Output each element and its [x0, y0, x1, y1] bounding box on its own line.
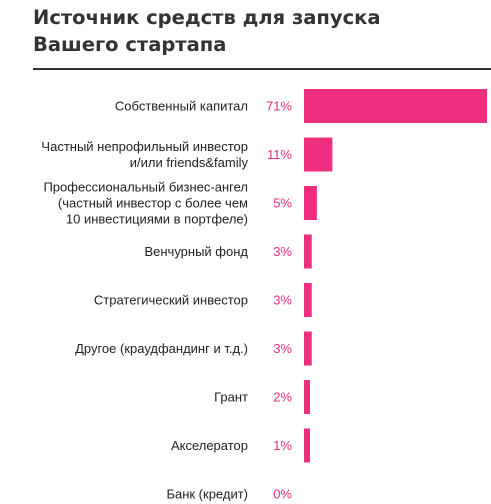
category-label-line: Грант: [214, 390, 248, 405]
category-label-line: Собственный капитал: [115, 99, 248, 114]
category-label: Акселератор: [171, 438, 248, 453]
value-label: 3%: [273, 293, 292, 308]
bar: [304, 137, 333, 172]
category-label-line: Профессиональный бизнес-ангел: [43, 180, 248, 195]
category-label-line: Венчурный фонд: [144, 244, 248, 259]
category-label: Стратегический инвестор: [94, 293, 248, 308]
category-label: Профессиональный бизнес-ангел (частный ин…: [43, 180, 248, 227]
category-label-line: Акселератор: [171, 438, 248, 453]
bar: [304, 186, 317, 220]
category-label: Собственный капитал: [115, 99, 248, 114]
value-label: 5%: [273, 196, 292, 211]
value-label: 2%: [273, 390, 292, 405]
category-label-line: и/или friends&family: [130, 155, 249, 170]
value-label: 11%: [267, 147, 292, 162]
category-label: Банк (кредит): [166, 487, 248, 502]
bar: [304, 283, 312, 317]
chart-title-line-2: Вашего стартапа: [33, 33, 227, 56]
bar: [304, 331, 312, 366]
bar: [304, 234, 312, 269]
title-divider: [33, 68, 491, 70]
value-label: 71%: [266, 99, 292, 114]
value-label: 3%: [273, 244, 292, 259]
chart-title-line-1: Источник средств для запуска: [33, 6, 381, 29]
category-label: Другое (краудфандинг и т.д.): [75, 341, 248, 356]
category-label-line: Стратегический инвестор: [94, 293, 248, 308]
category-label-line: 10 инвестициями в портфеле): [66, 212, 248, 227]
category-label-line: (частный инвестор с более чем: [58, 196, 248, 211]
value-label: 1%: [273, 438, 292, 453]
bar: [304, 380, 310, 414]
chart-title: Источник средств для запуска Вашего стар…: [33, 4, 381, 58]
bar: [304, 428, 310, 463]
category-label-line: Другое (краудфандинг и т.д.): [75, 341, 248, 356]
value-label: 3%: [273, 341, 292, 356]
category-label: Частный непрофильный инвестор и/или frien…: [41, 139, 248, 170]
category-label: Венчурный фонд: [144, 244, 248, 259]
bar: [304, 89, 487, 123]
category-label: Грант: [214, 390, 248, 405]
value-label: 0%: [273, 487, 292, 502]
category-label-line: Частный непрофильный инвестор: [41, 139, 248, 154]
category-label-line: Банк (кредит): [166, 487, 248, 502]
